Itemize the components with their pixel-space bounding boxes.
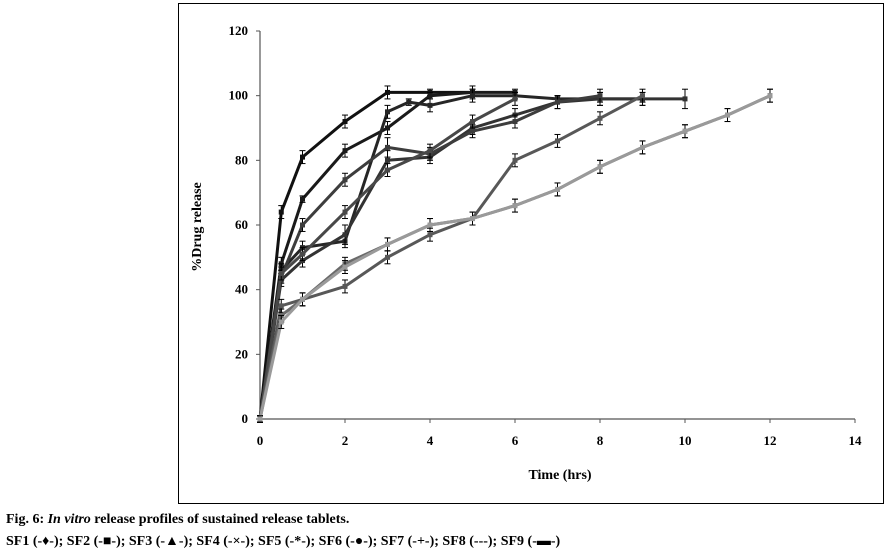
data-point	[278, 319, 284, 325]
data-point	[300, 154, 305, 160]
data-point	[512, 157, 518, 163]
data-point	[555, 99, 560, 105]
data-point	[300, 222, 305, 228]
data-point	[300, 251, 305, 257]
data-point	[342, 177, 348, 183]
y-tick-label: 40	[235, 282, 248, 297]
series-sf7	[257, 88, 646, 423]
x-tick-label: 14	[849, 433, 863, 448]
data-point	[427, 102, 433, 108]
caption-rest: release profiles of sustained release ta…	[90, 512, 350, 527]
y-tick-label: 100	[229, 88, 249, 103]
x-tick-label: 8	[597, 433, 604, 448]
data-point	[427, 93, 433, 99]
data-point	[597, 115, 603, 121]
data-point	[427, 222, 433, 228]
data-point	[555, 138, 560, 144]
data-point	[385, 89, 390, 95]
data-point	[512, 203, 518, 209]
x-tick-label: 10	[679, 433, 692, 448]
y-tick-label: 20	[235, 346, 248, 361]
data-point	[300, 196, 305, 202]
data-point	[300, 296, 305, 302]
data-point	[385, 125, 390, 131]
data-point	[470, 119, 475, 125]
data-point	[385, 109, 390, 115]
x-tick-label: 6	[512, 433, 519, 448]
data-point	[406, 99, 412, 105]
data-point	[470, 93, 475, 99]
chart-frame: 0 20 40 60 80 100 120 0 2 4 6 8 10 12 14 %Drug release…	[178, 3, 884, 504]
series-sf8	[257, 88, 773, 423]
data-point	[342, 283, 348, 289]
series-line-sf4	[258, 97, 687, 421]
data-point	[342, 209, 348, 215]
caption-italic: In vitro	[47, 512, 91, 527]
data-point	[640, 93, 645, 99]
data-point	[342, 119, 348, 125]
data-point	[597, 93, 603, 99]
data-point	[470, 128, 475, 134]
y-tick-label: 120	[229, 23, 249, 38]
y-axis-label: %Drug release	[190, 182, 205, 272]
y-tick-label: 0	[242, 411, 249, 426]
x-axis-label: Time (hrs)	[528, 468, 591, 483]
data-point	[278, 303, 284, 309]
data-point	[342, 264, 348, 270]
data-point	[385, 157, 390, 163]
series-line-sf5	[258, 94, 602, 421]
data-point	[470, 216, 475, 222]
data-point	[385, 167, 390, 173]
release-profile-chart: 0 20 40 60 80 100 120 0 2 4 6 8 10 12 14 %Drug release…	[190, 23, 863, 483]
data-point	[257, 416, 263, 422]
series-line-sf6	[258, 97, 517, 421]
series-layer	[257, 85, 773, 423]
data-point	[682, 128, 688, 134]
data-point	[597, 164, 603, 170]
data-point	[278, 209, 284, 215]
data-point	[512, 96, 518, 102]
data-point	[385, 254, 390, 260]
data-point	[385, 144, 390, 150]
x-tick-label: 0	[257, 433, 264, 448]
series-line-sf8	[258, 94, 772, 421]
data-point	[385, 241, 390, 247]
axis-ticks: 0 20 40 60 80 100 120 0 2 4 6 8 10 12 14	[229, 23, 863, 448]
legend-text: SF1 (-♦-); SF2 (-■-); SF3 (-▲-); SF4 (-×…	[6, 534, 561, 549]
series-sf3	[257, 88, 646, 423]
data-point	[767, 93, 773, 99]
x-tick-label: 2	[342, 433, 349, 448]
series-line-sf3	[258, 94, 644, 421]
data-point	[342, 148, 348, 154]
series-sf9	[257, 88, 773, 423]
data-point	[427, 148, 433, 154]
series-line-sf2	[258, 90, 517, 421]
x-tick-label: 4	[427, 433, 434, 448]
series-line-sf9	[258, 94, 772, 421]
y-tick-label: 80	[235, 152, 248, 167]
data-point	[725, 112, 730, 118]
data-point	[640, 144, 645, 150]
data-point	[342, 232, 348, 238]
x-tick-label: 12	[764, 433, 777, 448]
data-point	[278, 271, 284, 276]
y-tick-label: 60	[235, 217, 248, 232]
data-point	[682, 96, 688, 102]
data-point	[427, 232, 433, 238]
data-point	[512, 119, 518, 125]
figure-caption: Fig. 6: In vitro release profiles of sus…	[6, 512, 349, 528]
caption-prefix: Fig. 6:	[6, 512, 48, 527]
data-point	[555, 186, 560, 192]
